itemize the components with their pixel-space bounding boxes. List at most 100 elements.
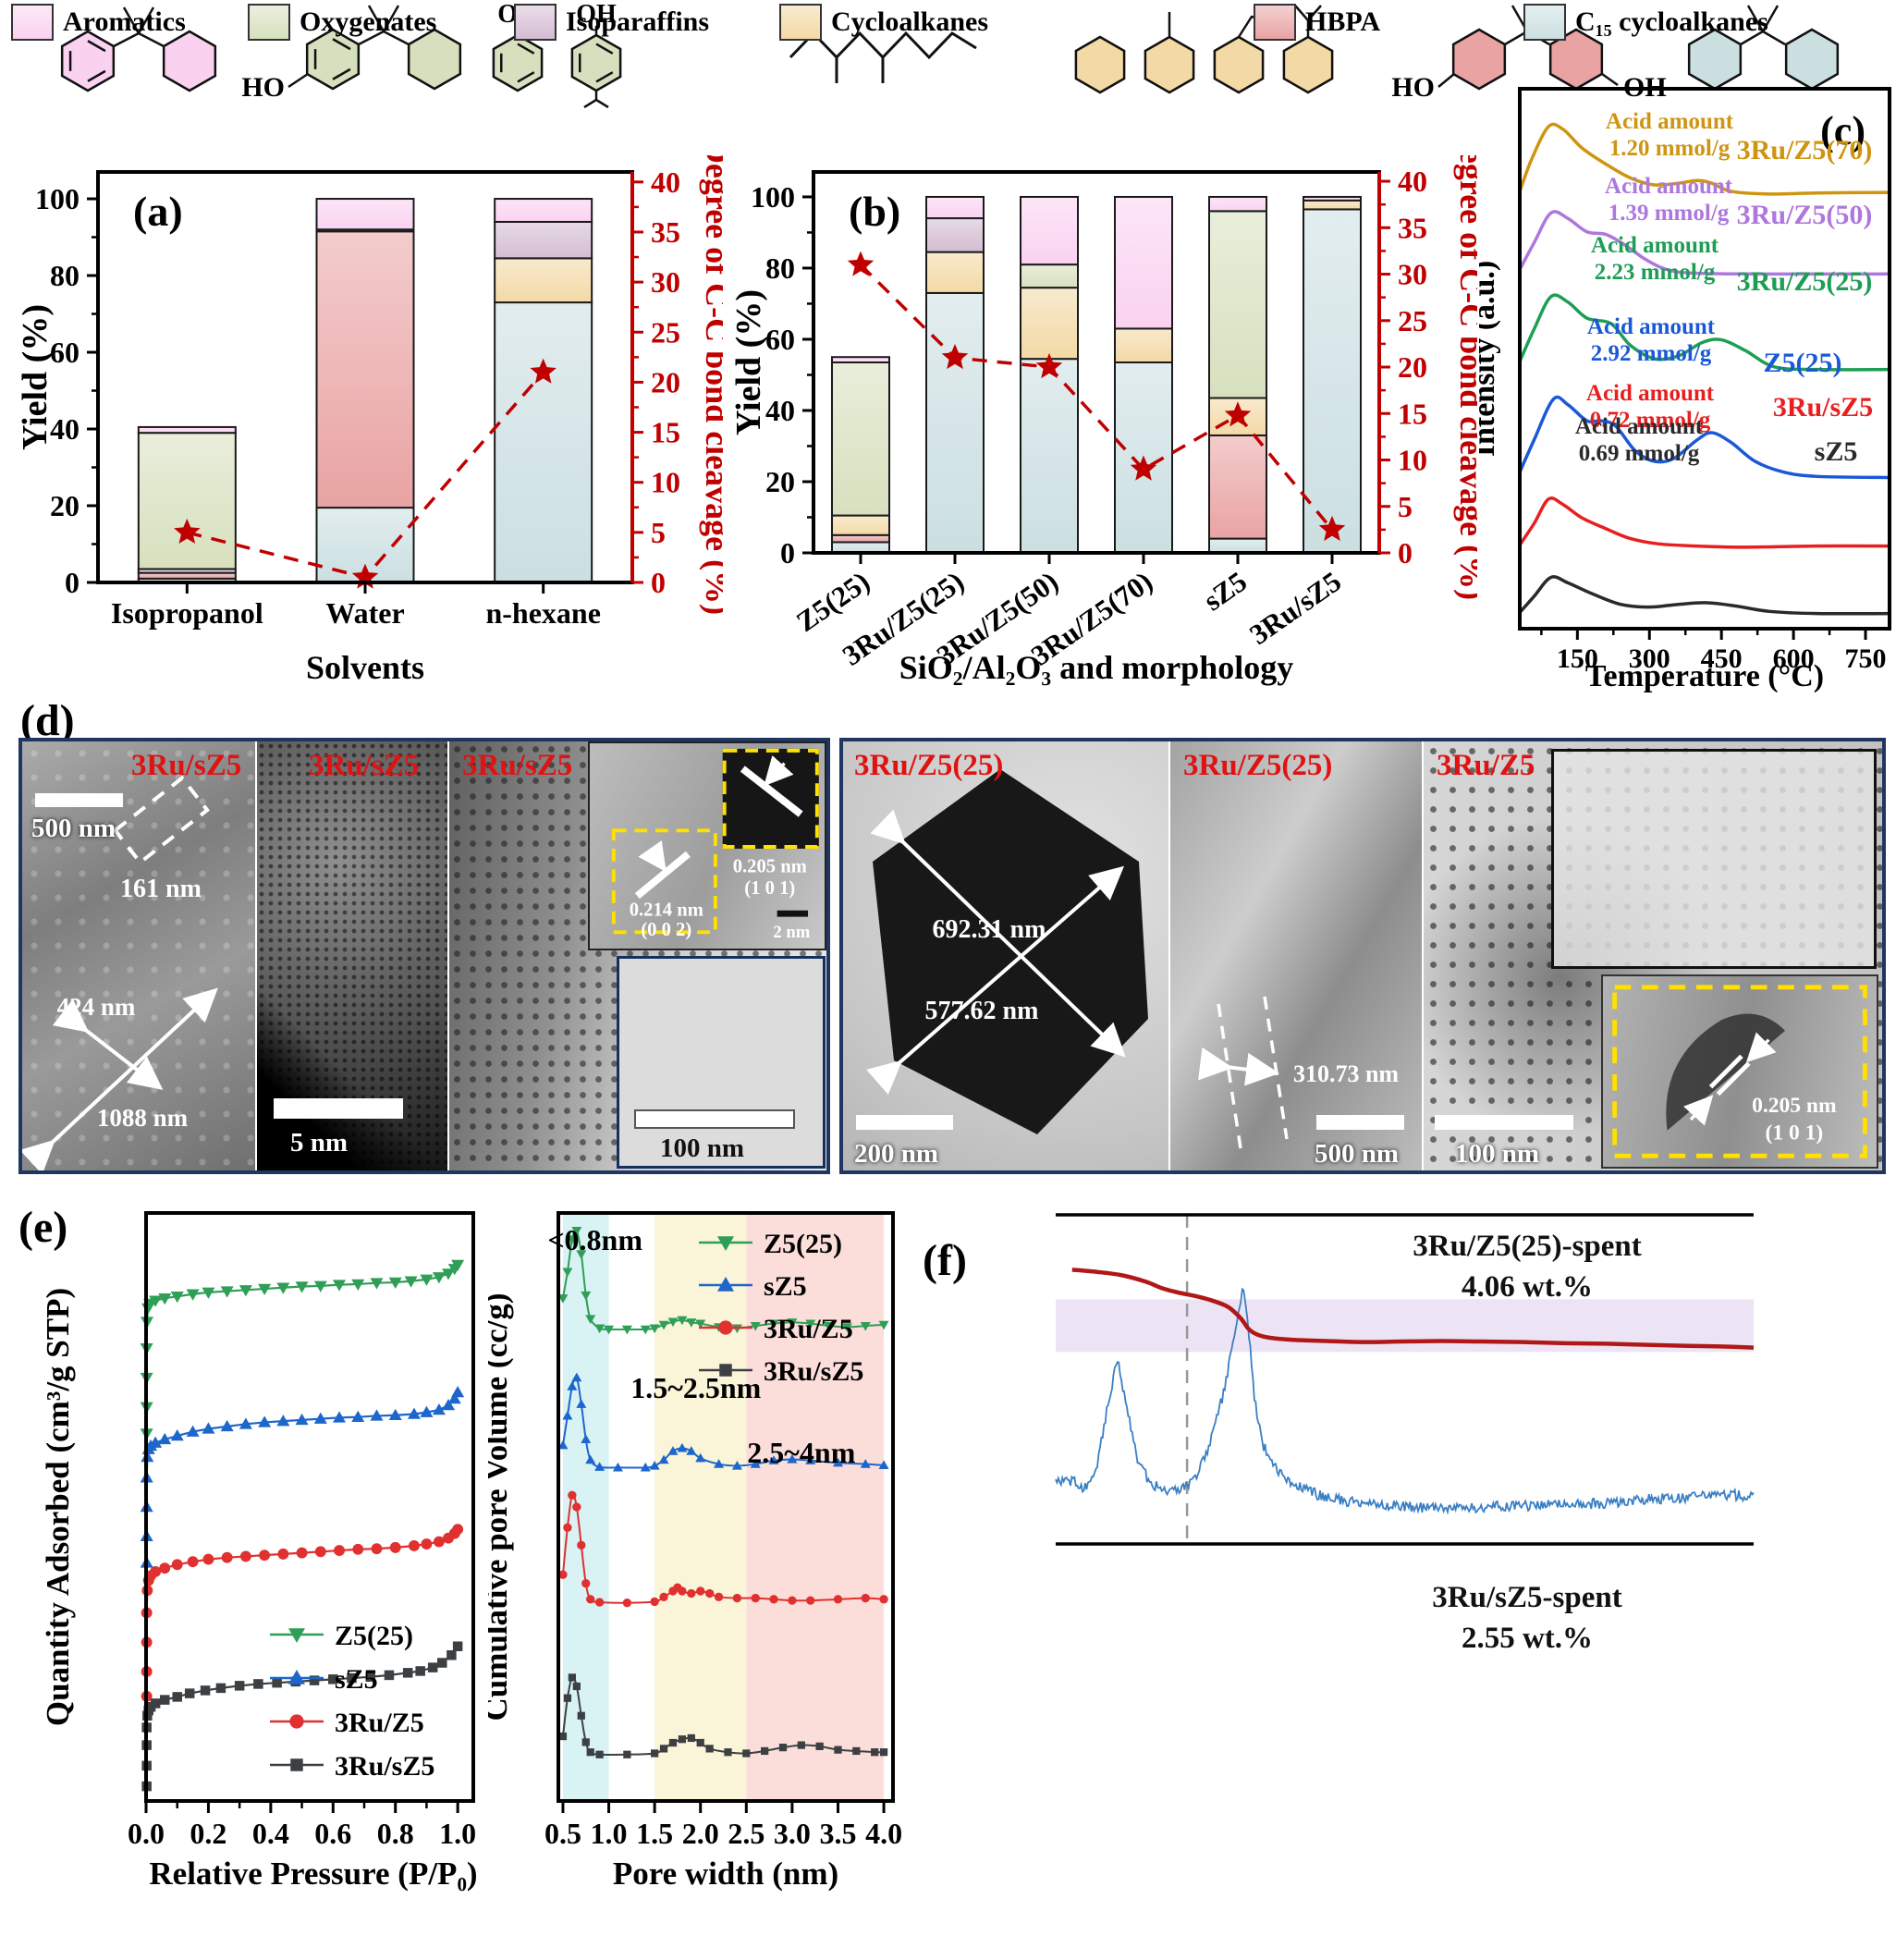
svg-text:3.0: 3.0 (774, 1817, 811, 1850)
legend-swatch-cycloalkanes (779, 4, 822, 41)
svg-text:3Ru/sZ5: 3Ru/sZ5 (335, 1751, 434, 1782)
panel-f-tga: 3Ru/Z5(25)-spent 4.06 wt.% 3Ru/sZ5-spent… (917, 1194, 1896, 1960)
panel-d-letter: (d) (20, 696, 75, 745)
svg-text:60: 60 (765, 323, 795, 356)
legend-label: C₁₅ cycloalkanes (1575, 6, 1768, 37)
scalebar (35, 793, 123, 807)
svg-text:3Ru/sZ5: 3Ru/sZ5 (1243, 565, 1347, 651)
svg-text:Water: Water (325, 596, 404, 630)
legend-item-hbpa: HBPA (1254, 4, 1380, 41)
scalebar-text: 100 nm (1455, 1139, 1540, 1169)
acid-amount-label: Acid amount 1.39 mmol/g (1604, 174, 1733, 226)
legend-item-cycloalkanes: Cycloalkanes (779, 4, 988, 41)
inset-scale-text: 2 nm (773, 923, 810, 942)
arrow (1683, 1095, 1714, 1126)
chart-f-svg (1055, 1213, 1755, 1546)
svg-text:<0.8nm: <0.8nm (547, 1223, 642, 1256)
acid-amount-label: Acid amount 2.92 mmol/g (1586, 314, 1716, 366)
svg-text:0.6: 0.6 (314, 1817, 351, 1850)
histogram-inset-3RuZ5 (1551, 749, 1877, 969)
arrow (638, 840, 667, 873)
svg-text:15: 15 (1398, 397, 1427, 430)
ann-424nm: 424 nm (57, 993, 136, 1021)
legend-swatch-aromatics (11, 4, 54, 41)
chart-a-svg: 0 20 40 60 80 100 0 5 10 15 20 25 30 35 40 Isopropanol W… (16, 140, 736, 686)
svg-text:150: 150 (1557, 643, 1598, 674)
plane: (1 0 1) (1765, 1121, 1823, 1145)
legend-item-aromatics: Aromatics (11, 4, 186, 41)
legend-label: Isoparaffins (566, 6, 710, 37)
lattice-inset-2: 0.205 nm (1 0 1) (1601, 974, 1878, 1169)
scalebar-text: 500 nm (1315, 1139, 1400, 1169)
svg-text:sZ5: sZ5 (335, 1664, 378, 1695)
svg-text:0.0: 0.0 (128, 1817, 165, 1850)
dashed-line (1263, 996, 1289, 1140)
acid-amount-label: Acid amount 1.20 mmol/g (1605, 109, 1734, 161)
svg-text:2.0: 2.0 (682, 1817, 719, 1850)
svg-text:0.5: 0.5 (544, 1817, 581, 1850)
lattice-inset: 0.205 nm (1 0 1) 0.214 nm (0 0 2) 2 nm (588, 741, 826, 950)
svg-text:Solvents: Solvents (306, 649, 424, 686)
svg-text:40: 40 (765, 394, 795, 427)
svg-text:35: 35 (1398, 211, 1427, 244)
micrograph-label: 3Ru/Z5(25) (854, 749, 1004, 782)
svg-text:Pore width (nm): Pore width (nm) (613, 1856, 838, 1892)
micrograph-sem-3RusZ5: 3Ru/sZ5 161 nm 424 nm 1088 nm 500 nm (22, 741, 255, 1170)
svg-text:5: 5 (651, 516, 666, 549)
tpd-sample-name: 3Ru/Z5(50) (1736, 200, 1873, 230)
panel-e-letter: (e) (18, 1203, 68, 1252)
panel-c-nh3-tpd: 150 300 450 600 750 Temperature (°C) Intensity… (1467, 37, 1896, 693)
chart-c-svg: 150 300 450 600 750 Temperature (°C) Intensity… (1467, 87, 1891, 693)
svg-text:2.5~4nm: 2.5~4nm (747, 1436, 855, 1469)
legend-swatch-isoparaffins (514, 4, 557, 41)
svg-text:20: 20 (1398, 350, 1427, 384)
svg-text:0: 0 (1398, 536, 1413, 570)
scalebar (274, 1098, 403, 1119)
f2-sample-label: 3Ru/sZ5-spent (1432, 1581, 1622, 1614)
svg-text:0: 0 (65, 566, 80, 599)
ann-310nm: 310.73 nm (1293, 1060, 1399, 1087)
svg-text:35: 35 (651, 215, 680, 249)
tpd-sample-name: 3Ru/sZ5 (1772, 392, 1874, 423)
inset-scalebar (777, 910, 809, 917)
svg-text:0.8: 0.8 (377, 1817, 414, 1850)
micrograph-label: 3Ru/sZ5 (462, 749, 573, 782)
micrograph-label: 3Ru/sZ5 (309, 749, 420, 782)
svg-text:OH: OH (576, 0, 617, 29)
arrow-577 (866, 865, 1125, 1095)
scalebar-text: 100 nm (660, 1133, 745, 1163)
arrow-424 (52, 998, 164, 1090)
svg-text:3Ru/Z5: 3Ru/Z5 (764, 1314, 853, 1344)
panel-a-yield-vs-solvent: 0 20 40 60 80 100 0 5 10 15 20 25 30 35 40 Isopropanol W… (16, 140, 736, 692)
svg-text:600: 600 (1773, 643, 1815, 674)
svg-text:20: 20 (50, 489, 80, 522)
micrograph-tem-3RuZ5: 3Ru/Z5 0.205 nm (1 0 1) 100 nm (1424, 741, 1882, 1170)
micrograph-label: 3Ru/Z5 (1437, 749, 1535, 782)
svg-text:Isopropanol: Isopropanol (111, 596, 263, 630)
svg-text:25: 25 (651, 315, 680, 349)
svg-text:Temperature (°C): Temperature (°C) (1585, 659, 1824, 693)
svg-text:450: 450 (1701, 643, 1743, 674)
chart-b-svg: 0204060801000510152025303540Z5(25)3Ru/Z5… (729, 125, 1490, 686)
plane-2: (0 0 2) (641, 920, 691, 940)
svg-text:10: 10 (651, 466, 680, 499)
dashed-box-yellow (722, 748, 819, 849)
acid-amount-label: Acid amount 2.23 mmol/g (1590, 233, 1719, 285)
scalebar-text: 5 nm (290, 1128, 349, 1158)
lattice-bar (1708, 1054, 1743, 1089)
svg-text:15: 15 (651, 416, 680, 449)
svg-text:100: 100 (751, 180, 795, 214)
lattice-bar-2 (634, 851, 691, 900)
svg-text:Relative Pressure (P/P₀): Relative Pressure (P/P₀) (149, 1856, 477, 1892)
dashed-box (112, 775, 210, 865)
micrograph-stem-3RusZ5: 3Ru/sZ5 5 nm (257, 741, 447, 1170)
svg-text:40: 40 (651, 165, 680, 199)
chart-e2-pore-svg: 0.5 1.0 1.5 2.0 2.5 3.0 3.5 4.0 Pore width (nm) C… (488, 1211, 902, 1892)
svg-text:(b): (b) (849, 188, 900, 235)
svg-text:20: 20 (651, 365, 680, 398)
micrograph-group-3RuZ5: 3Ru/Z5(25) 692.31 nm 577.62 nm 200 nm 3R… (839, 738, 1886, 1174)
svg-text:30: 30 (1398, 258, 1427, 291)
acid-amount-label: Acid amount 0.72 mmol/g (1585, 381, 1715, 433)
scalebar-text: 500 nm (31, 814, 116, 843)
